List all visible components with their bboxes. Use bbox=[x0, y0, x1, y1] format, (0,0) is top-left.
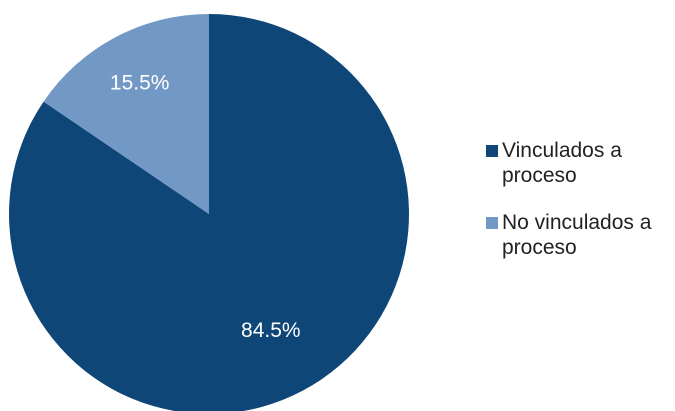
pie-slice-no-vinculados bbox=[43, 14, 209, 214]
legend-label-no-vinculados: No vinculados a proceso bbox=[502, 211, 652, 259]
legend-swatch-no-vinculados bbox=[486, 217, 498, 229]
legend-item-no-vinculados: No vinculados a proceso bbox=[486, 210, 675, 260]
pie-slices bbox=[9, 14, 409, 411]
legend-label-vinculados: Vinculados a proceso bbox=[502, 139, 622, 187]
pie-slice-vinculados bbox=[9, 14, 409, 411]
chart-legend: Vinculados a proceso No vinculados a pro… bbox=[486, 138, 675, 260]
slice-label-no-vinculados: 15.5% bbox=[110, 72, 170, 95]
legend-item-vinculados: Vinculados a proceso bbox=[486, 138, 675, 188]
slice-label-vinculados: 84.5% bbox=[241, 319, 301, 342]
legend-swatch-vinculados bbox=[486, 145, 498, 157]
